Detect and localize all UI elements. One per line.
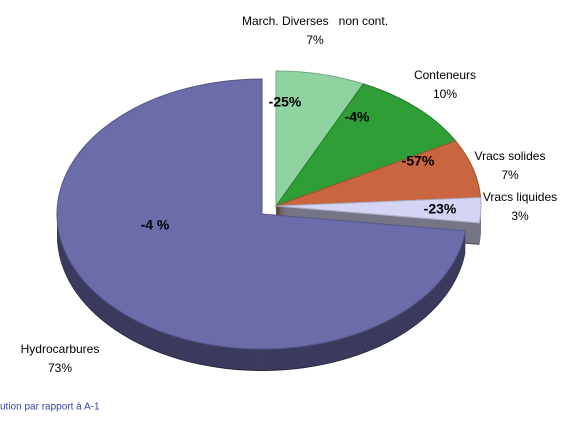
slice-value-label: 10% <box>433 87 457 101</box>
slice-label: Vracs solides <box>475 149 546 163</box>
evolution-label: -4 % <box>141 217 170 233</box>
evolution-label: -25% <box>269 94 302 110</box>
slice <box>275 197 482 224</box>
slice-value-label: 7% <box>306 33 324 47</box>
slice-label: Vracs liquides <box>483 190 557 204</box>
slice-value-label: 73% <box>48 361 72 375</box>
slice <box>274 83 457 208</box>
slice-value-label: 3% <box>511 209 529 223</box>
slice <box>56 78 466 350</box>
slice-label: Conteneurs <box>414 68 476 82</box>
slice-label: Hydrocarbures <box>21 342 100 356</box>
evolution-label: -4% <box>345 109 370 125</box>
evolution-label: -57% <box>402 153 435 169</box>
slice-label: March. Diverses non cont. <box>242 14 388 28</box>
footnote: ution par rapport à A-1 <box>0 402 100 413</box>
slice-value-label: 7% <box>501 168 519 182</box>
evolution-label: -23% <box>424 201 457 217</box>
